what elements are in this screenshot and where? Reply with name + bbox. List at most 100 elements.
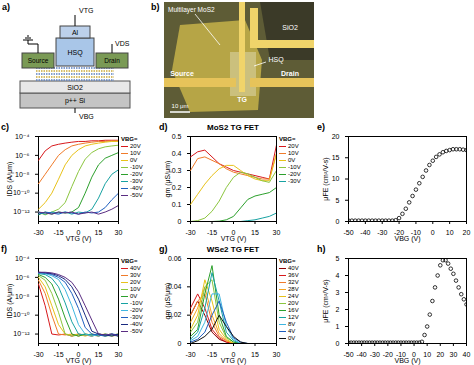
svg-text:10 μm: 10 μm bbox=[172, 103, 189, 109]
svg-text:10⁻⁶: 10⁻⁶ bbox=[15, 152, 29, 159]
svg-text:10: 10 bbox=[446, 229, 454, 236]
svg-text:VTG (V): VTG (V) bbox=[66, 235, 92, 243]
svg-text:10⁻¹²: 10⁻¹² bbox=[13, 330, 30, 337]
svg-text:20: 20 bbox=[436, 351, 444, 358]
svg-text:VTG (V): VTG (V) bbox=[66, 357, 92, 365]
svg-text:10⁻⁴: 10⁻⁴ bbox=[15, 133, 30, 140]
svg-text:0.04: 0.04 bbox=[167, 283, 182, 291]
html-text:WSe2 TG FET: WSe2 TG FET bbox=[206, 245, 260, 254]
svg-text:30: 30 bbox=[273, 351, 281, 358]
svg-text:-15: -15 bbox=[53, 351, 63, 358]
svg-text:-15: -15 bbox=[53, 229, 63, 236]
svg-text:-50: -50 bbox=[343, 229, 353, 236]
svg-text:SiO2: SiO2 bbox=[282, 24, 298, 31]
svg-text:-30: -30 bbox=[377, 229, 387, 236]
svg-text:Drain: Drain bbox=[281, 70, 299, 77]
svg-text:10⁻¹²: 10⁻¹² bbox=[13, 208, 30, 215]
svg-text:0.02: 0.02 bbox=[167, 311, 182, 319]
svg-text:3: 3 bbox=[336, 289, 340, 296]
svg-text:VBG (V): VBG (V) bbox=[394, 357, 420, 365]
svg-text:10⁻¹⁰: 10⁻¹⁰ bbox=[13, 189, 30, 196]
svg-text:20: 20 bbox=[332, 133, 340, 140]
svg-text:VTG: VTG bbox=[79, 7, 93, 14]
svg-text:15: 15 bbox=[332, 154, 340, 161]
svg-text:SiO2: SiO2 bbox=[67, 84, 83, 91]
svg-text:VBG: VBG bbox=[79, 113, 94, 120]
svg-text:-30: -30 bbox=[33, 229, 43, 236]
svg-text:10⁻¹⁰: 10⁻¹⁰ bbox=[13, 311, 30, 318]
svg-text:IDS (A/μm): IDS (A/μm) bbox=[6, 284, 14, 319]
svg-text:-20: -20 bbox=[394, 229, 405, 237]
svg-text:30: 30 bbox=[115, 351, 123, 358]
svg-text:VTG (V): VTG (V) bbox=[221, 357, 247, 365]
svg-text:-10: -10 bbox=[410, 229, 421, 237]
svg-text:15: 15 bbox=[251, 351, 259, 358]
svg-text:5: 5 bbox=[336, 196, 340, 203]
html-text:d): d) bbox=[159, 122, 168, 132]
svg-text:VDS: VDS bbox=[115, 40, 130, 47]
svg-text:-30: -30 bbox=[185, 351, 195, 358]
svg-text:30: 30 bbox=[449, 351, 457, 358]
svg-text:1: 1 bbox=[336, 323, 340, 330]
svg-text:10: 10 bbox=[423, 351, 431, 358]
svg-text:a): a) bbox=[2, 2, 10, 12]
svg-text:Multilayer MoS2: Multilayer MoS2 bbox=[168, 6, 215, 14]
svg-text:15: 15 bbox=[95, 229, 103, 236]
svg-text:10⁻⁸: 10⁻⁸ bbox=[15, 293, 29, 300]
svg-text:Drain: Drain bbox=[104, 57, 120, 64]
svg-text:10: 10 bbox=[332, 175, 340, 182]
svg-text:HSQ: HSQ bbox=[67, 49, 83, 57]
svg-text:0.06: 0.06 bbox=[168, 255, 182, 262]
svg-text:30: 30 bbox=[115, 229, 123, 236]
svg-text:p++ Si: p++ Si bbox=[65, 97, 86, 105]
svg-text:5: 5 bbox=[336, 255, 340, 262]
html-text:h): h) bbox=[317, 244, 326, 254]
svg-text:15: 15 bbox=[95, 351, 103, 358]
svg-text:4: 4 bbox=[336, 272, 340, 279]
svg-text:0.4: 0.4 bbox=[172, 150, 182, 157]
svg-text:-30: -30 bbox=[33, 351, 43, 358]
svg-text:Al: Al bbox=[72, 29, 79, 36]
svg-text:0: 0 bbox=[336, 340, 340, 347]
svg-text:-40: -40 bbox=[360, 229, 370, 236]
svg-text:15: 15 bbox=[251, 229, 259, 236]
svg-text:-15: -15 bbox=[207, 351, 217, 358]
svg-text:μFE (cm²/V-s): μFE (cm²/V-s) bbox=[322, 279, 330, 322]
html-text:c): c) bbox=[1, 122, 9, 132]
svg-text:Source: Source bbox=[170, 70, 194, 77]
svg-text:b): b) bbox=[151, 2, 160, 12]
svg-text:VBG (V): VBG (V) bbox=[394, 235, 420, 243]
svg-text:0.1: 0.1 bbox=[172, 201, 182, 208]
svg-text:μFE (cm²/V-s): μFE (cm²/V-s) bbox=[322, 157, 330, 200]
svg-text:10⁻⁸: 10⁻⁸ bbox=[15, 171, 29, 178]
html-text:MoS2 TG FET: MoS2 TG FET bbox=[207, 123, 259, 132]
svg-text:0.5: 0.5 bbox=[172, 133, 182, 140]
svg-text:-40: -40 bbox=[357, 351, 367, 358]
svg-text:gm (μS/μm): gm (μS/μm) bbox=[164, 161, 172, 198]
svg-text:-30: -30 bbox=[370, 351, 380, 358]
svg-text:0: 0 bbox=[336, 218, 340, 225]
svg-text:-20: -20 bbox=[383, 351, 393, 358]
svg-text:30: 30 bbox=[273, 229, 281, 236]
svg-text:10⁻⁴: 10⁻⁴ bbox=[15, 255, 30, 262]
svg-text:0.2: 0.2 bbox=[172, 184, 182, 191]
svg-text:0: 0 bbox=[178, 340, 182, 347]
svg-text:VTG (V): VTG (V) bbox=[221, 235, 247, 243]
svg-text:-30: -30 bbox=[185, 229, 195, 236]
svg-text:TG: TG bbox=[237, 96, 247, 103]
html-text:g): g) bbox=[159, 244, 168, 254]
svg-text:40: 40 bbox=[463, 351, 471, 358]
svg-text:2: 2 bbox=[336, 306, 340, 313]
svg-text:HSQ: HSQ bbox=[268, 56, 284, 64]
svg-text:10⁻⁶: 10⁻⁶ bbox=[15, 274, 29, 281]
svg-text:IDS (A/μm): IDS (A/μm) bbox=[6, 162, 14, 197]
svg-text:-50: -50 bbox=[343, 351, 353, 358]
svg-text:0: 0 bbox=[178, 218, 182, 225]
svg-text:0: 0 bbox=[431, 229, 435, 236]
svg-text:0.3: 0.3 bbox=[172, 167, 182, 174]
svg-text:-15: -15 bbox=[207, 229, 217, 236]
svg-text:gm (μS/μm): gm (μS/μm) bbox=[164, 283, 172, 320]
html-text:e): e) bbox=[317, 122, 325, 132]
svg-text:Source: Source bbox=[28, 57, 49, 64]
svg-text:20: 20 bbox=[463, 229, 471, 236]
